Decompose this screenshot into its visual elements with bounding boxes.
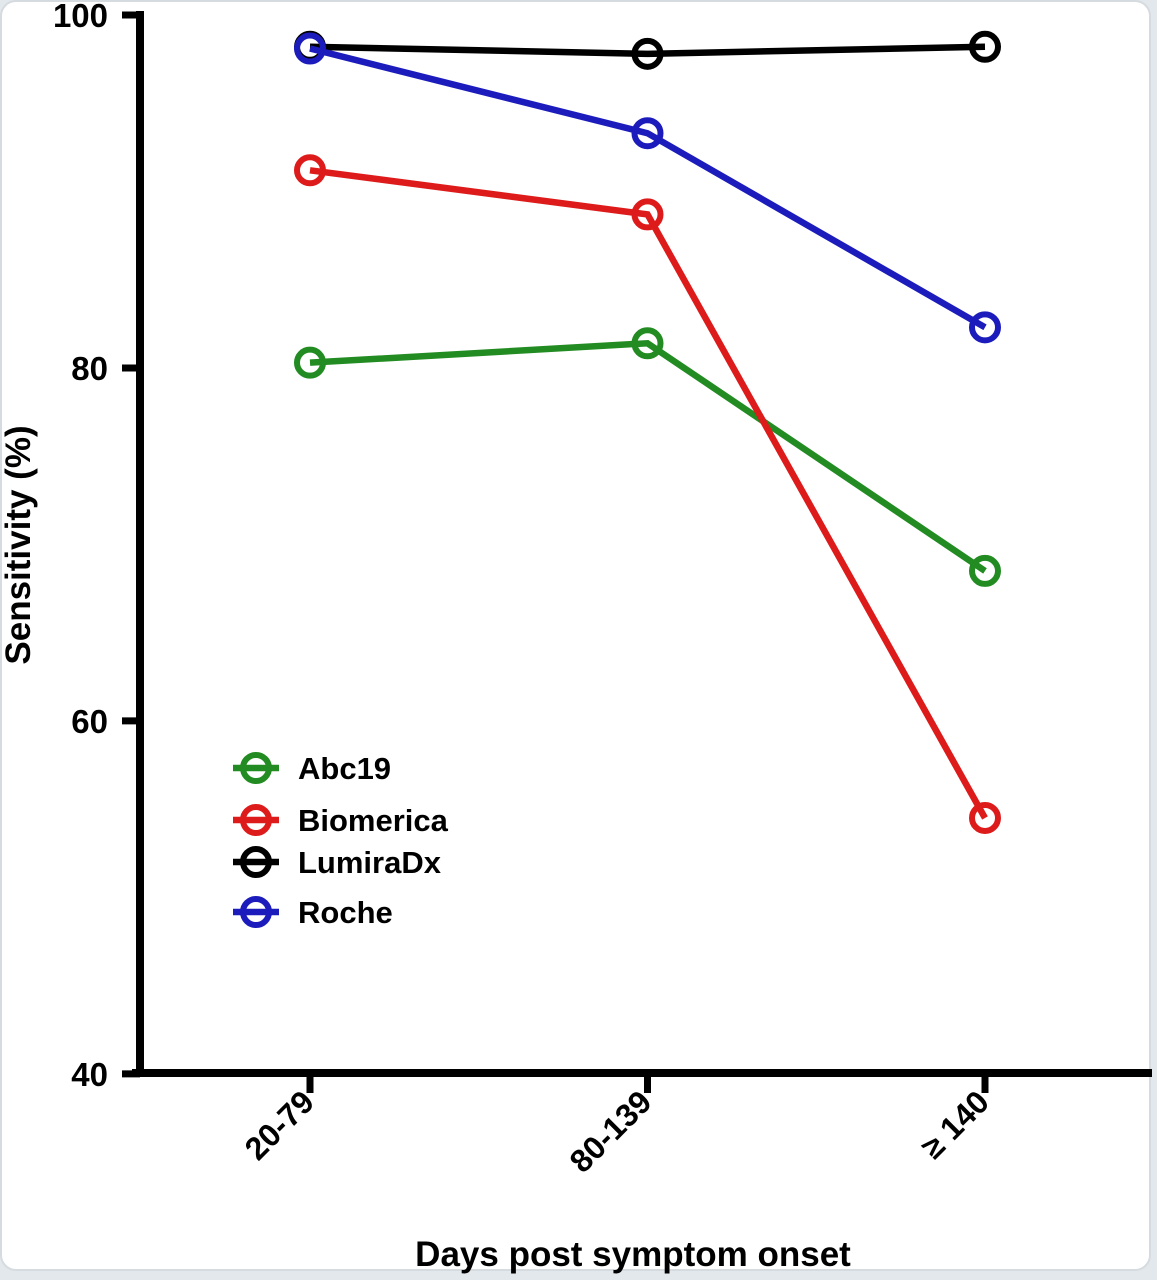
x-tick-label: 20-79	[238, 1083, 321, 1166]
data-point-lumiradx	[969, 30, 1001, 63]
series-line-biomerica	[309, 167, 988, 820]
y-tick-label: 100	[53, 0, 108, 34]
legend-label-abc19: Abc19	[298, 751, 391, 786]
y-axis-title: Sensitivity (%)	[0, 425, 38, 664]
data-point-abc19	[969, 554, 1001, 587]
legend-marker-roche	[240, 896, 272, 928]
legend-label-biomerica: Biomerica	[298, 803, 449, 838]
series-line-roche	[309, 45, 987, 331]
data-point-roche	[969, 311, 1001, 344]
x-tick-label: 80-139	[563, 1083, 659, 1179]
legend-marker-biomerica	[240, 804, 272, 836]
y-tick-label: 60	[71, 703, 108, 740]
data-point-biomerica	[294, 154, 326, 187]
legend-label-lumiradx: LumiraDx	[298, 845, 442, 880]
y-tick-label: 80	[71, 350, 108, 387]
data-point-roche	[631, 117, 664, 150]
data-point-abc19	[631, 327, 664, 360]
y-tick-label: 40	[71, 1056, 108, 1093]
data-point-lumiradx	[631, 37, 664, 70]
data-point-abc19	[294, 346, 326, 379]
data-point-biomerica	[631, 198, 664, 231]
data-point-biomerica	[969, 801, 1001, 834]
series-line-abc19	[309, 339, 987, 574]
legend-marker-abc19	[240, 752, 272, 784]
series-line-lumiradx	[309, 43, 986, 58]
x-tick-label: ≥ 140	[914, 1083, 996, 1165]
x-axis-title: Days post symptom onset	[415, 1235, 851, 1274]
legend-label-roche: Roche	[298, 895, 393, 930]
data-point-roche	[294, 32, 326, 65]
legend-marker-lumiradx	[240, 846, 272, 878]
